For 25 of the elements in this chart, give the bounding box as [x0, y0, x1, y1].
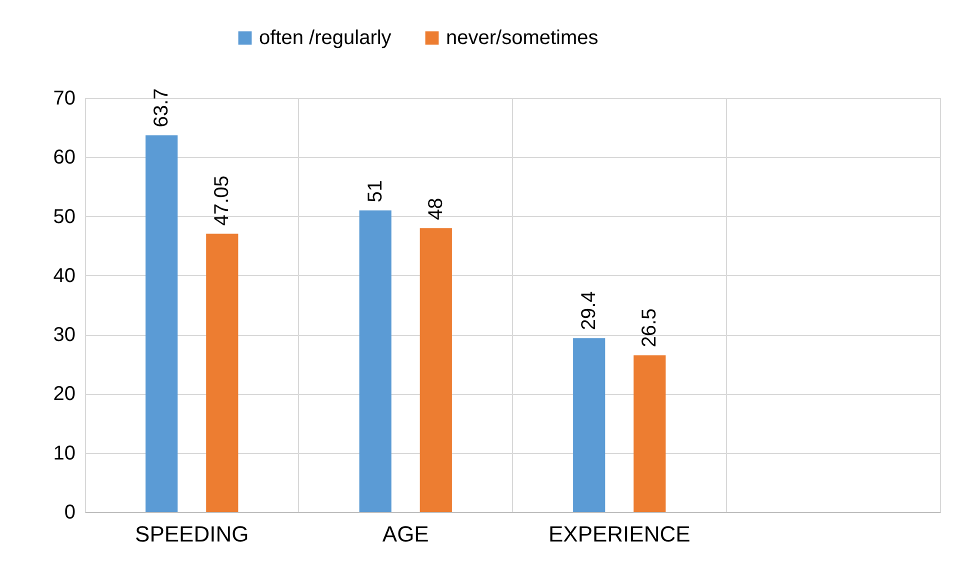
data-label: 51	[364, 180, 386, 202]
legend-label: never/sometimes	[446, 27, 598, 49]
bar	[146, 135, 178, 512]
y-tick-label: 20	[53, 383, 76, 406]
bar	[359, 210, 392, 512]
bar	[634, 355, 666, 512]
x-tick-label: SPEEDING	[135, 522, 249, 546]
data-label: 63.7	[150, 88, 173, 128]
legend-label: often /regularly	[259, 27, 392, 49]
y-tick-label: 50	[53, 206, 76, 228]
y-tick-label: 10	[53, 442, 76, 464]
data-label: 26.5	[638, 308, 661, 348]
y-tick-label: 60	[53, 146, 76, 169]
x-tick-label: EXPERIENCE	[548, 522, 690, 546]
data-label: 47.05	[211, 176, 234, 226]
y-tick-label: 0	[64, 502, 76, 524]
data-label: 29.4	[578, 291, 600, 330]
y-tick-label: 70	[53, 88, 76, 110]
bar	[573, 338, 606, 512]
data-label: 48	[424, 198, 447, 220]
x-tick-label: AGE	[382, 522, 429, 546]
bar	[420, 228, 452, 512]
y-tick-label: 40	[53, 264, 76, 287]
y-tick-label: 30	[53, 324, 76, 346]
bar	[206, 234, 238, 512]
